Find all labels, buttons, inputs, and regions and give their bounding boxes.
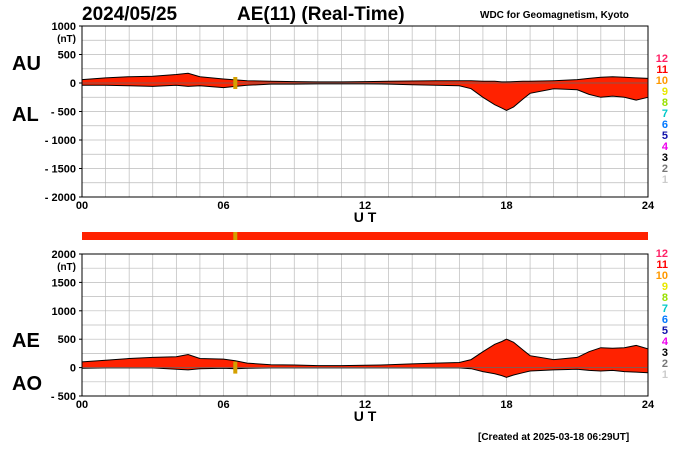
x-axis-label: U T bbox=[354, 408, 377, 424]
series-label-ao: AO bbox=[12, 373, 42, 395]
scale-label-11: 11 bbox=[656, 64, 668, 76]
scale-label-9: 9 bbox=[662, 281, 668, 293]
data-marker bbox=[233, 361, 238, 374]
status-bar-marker bbox=[233, 232, 238, 240]
y-tick-label: 0 bbox=[70, 363, 76, 375]
plot-frame bbox=[81, 253, 649, 397]
scale-label-3: 3 bbox=[662, 152, 668, 164]
x-tick-label: 06 bbox=[217, 200, 229, 212]
x-tick-label: 12 bbox=[359, 399, 371, 411]
chart-title: AE(11) (Real-Time) bbox=[237, 4, 405, 25]
y-tick-label: 500 bbox=[58, 334, 76, 346]
x-tick-label: 06 bbox=[217, 399, 229, 411]
unit-label: (nT) bbox=[57, 262, 76, 273]
data-marker bbox=[233, 77, 238, 89]
y-tick-label: 0 bbox=[70, 78, 76, 90]
series-line-au bbox=[81, 72, 649, 83]
y-tick-label: 1000 bbox=[52, 306, 76, 318]
scale-label-7: 7 bbox=[662, 303, 668, 315]
x-tick-label: 00 bbox=[76, 200, 88, 212]
chart-date: 2024/05/25 bbox=[82, 4, 178, 25]
scale-label-7: 7 bbox=[662, 108, 668, 120]
scale-label-6: 6 bbox=[662, 314, 668, 326]
scale-label-1: 1 bbox=[662, 369, 668, 381]
series-label-ae: AE bbox=[12, 330, 40, 352]
created-timestamp: [Created at 2025-03-18 06:29UT] bbox=[478, 432, 630, 443]
scale-label-2: 2 bbox=[662, 358, 668, 370]
y-tick-label: - 2000 bbox=[45, 192, 76, 204]
scale-label-10: 10 bbox=[656, 75, 668, 87]
scale-label-12: 12 bbox=[656, 248, 668, 260]
x-tick-label: 00 bbox=[76, 399, 88, 411]
scale-label-8: 8 bbox=[662, 97, 668, 109]
scale-label-11: 11 bbox=[656, 259, 668, 271]
x-tick-label: 18 bbox=[500, 200, 512, 212]
scale-label-6: 6 bbox=[662, 119, 668, 131]
x-tick-label: 24 bbox=[642, 399, 655, 411]
status-bar bbox=[82, 232, 648, 240]
scale-label-4: 4 bbox=[662, 336, 669, 348]
y-tick-label: - 500 bbox=[51, 107, 76, 119]
scale-label-2: 2 bbox=[662, 163, 668, 175]
scale-label-1: 1 bbox=[662, 174, 668, 186]
y-tick-label: 1000 bbox=[52, 21, 76, 33]
series-label-al: AL bbox=[12, 104, 39, 126]
series-line-ae bbox=[81, 338, 649, 367]
y-tick-label: 1500 bbox=[52, 277, 76, 289]
scale-label-3: 3 bbox=[662, 347, 668, 359]
scale-label-5: 5 bbox=[662, 130, 668, 142]
y-tick-label: - 500 bbox=[51, 391, 76, 403]
unit-label: (nT) bbox=[57, 34, 76, 45]
scale-label-9: 9 bbox=[662, 86, 668, 98]
x-axis-label: U T bbox=[354, 209, 377, 225]
y-tick-label: 2000 bbox=[52, 249, 76, 261]
scale-label-5: 5 bbox=[662, 325, 668, 337]
scale-label-4: 4 bbox=[662, 141, 669, 153]
y-tick-label: - 1500 bbox=[45, 164, 76, 176]
x-tick-label: 18 bbox=[500, 399, 512, 411]
x-tick-label: 12 bbox=[359, 200, 371, 212]
x-tick-label: 24 bbox=[642, 200, 655, 212]
y-tick-label: 500 bbox=[58, 50, 76, 62]
scale-label-8: 8 bbox=[662, 292, 668, 304]
scale-label-12: 12 bbox=[656, 53, 668, 65]
series-line-al bbox=[82, 83, 649, 111]
series-label-au: AU bbox=[12, 53, 41, 75]
data-source: WDC for Geomagnetism, Kyoto bbox=[480, 10, 629, 21]
y-tick-label: - 1000 bbox=[45, 135, 76, 147]
series-band-0 bbox=[82, 73, 648, 111]
scale-label-10: 10 bbox=[656, 270, 668, 282]
